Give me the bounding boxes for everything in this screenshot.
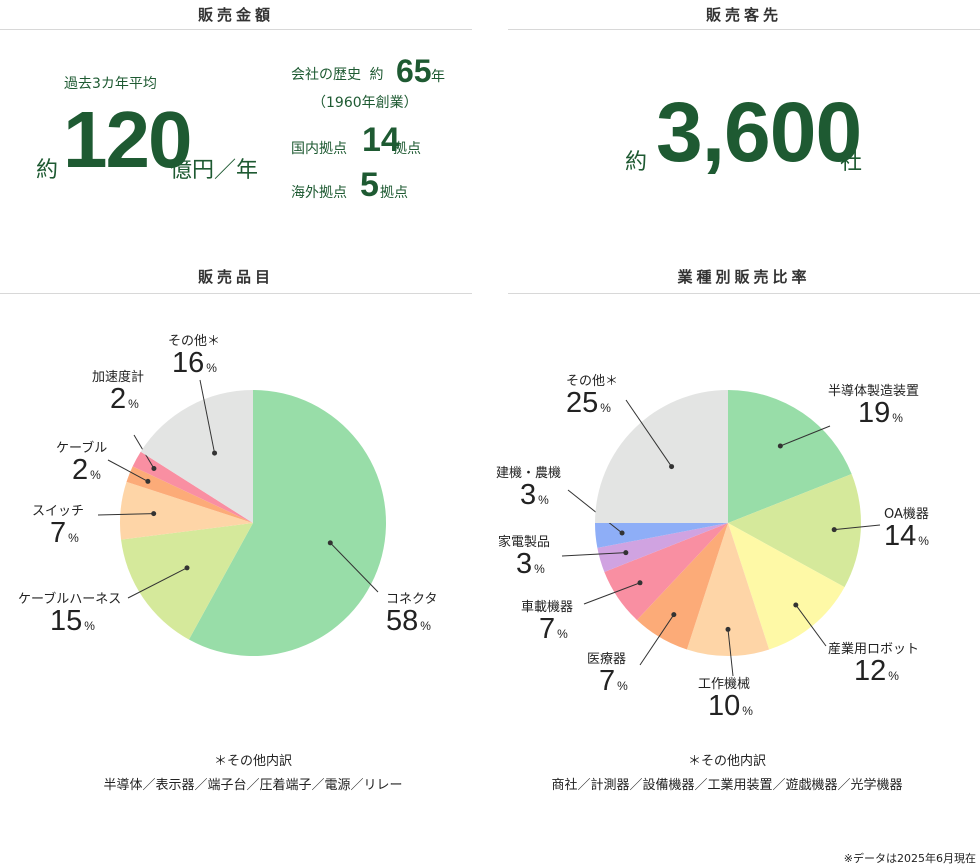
pie1-slice-5 — [140, 390, 253, 523]
products-title-rule — [0, 293, 472, 294]
pie2-dot-4 — [671, 612, 677, 618]
pie1-slice-0 — [188, 390, 386, 656]
pie1-leader-3 — [107, 459, 149, 482]
pie2-dot-7 — [619, 530, 625, 536]
pie2-dot-3 — [725, 626, 731, 632]
pie1-dot-3 — [145, 478, 151, 484]
pie2-dot-0 — [777, 443, 783, 449]
pie1-slice-2 — [119, 481, 253, 540]
pie2-leader-7 — [567, 489, 623, 534]
pie2-dot-1 — [831, 527, 837, 533]
pie2-slice-7 — [595, 523, 728, 548]
customers-prefix: 約 — [625, 150, 648, 175]
pie2-slice-6 — [597, 523, 728, 572]
pie1-label-harness: ケーブルハーネス 15% — [18, 592, 122, 637]
products-note-items: 半導体／表示器／端子台／圧着端子／電源／リレー — [103, 778, 403, 793]
sales-title: 販売金額 — [197, 6, 274, 24]
pie2-slice-1 — [728, 474, 862, 588]
pie2-leader-0 — [780, 425, 831, 447]
sales-prefix: 約 — [36, 158, 59, 183]
pie1-leader-4 — [133, 434, 155, 469]
pie1-dot-4 — [151, 466, 157, 472]
pie2-leader-3 — [727, 629, 734, 677]
pie1-leader-0 — [329, 542, 379, 593]
industries-title-rule — [508, 293, 980, 294]
pie2-label-machine: 工作機械 10% — [698, 677, 753, 722]
pie1-slice-1 — [121, 523, 254, 640]
products-title: 販売品目 — [197, 268, 274, 286]
pie2-label-semicon: 半導体製造装置 19% — [828, 384, 920, 429]
pie1-label-switch: スイッチ 7% — [32, 504, 85, 549]
history-label-text: 会社の歴史 — [291, 67, 361, 83]
pie1-leader-5 — [199, 379, 216, 454]
pie1-leader-1 — [127, 567, 188, 599]
pie2-label-oa: OA機器 14% — [884, 507, 929, 552]
pie2-dot-5 — [637, 580, 643, 586]
industries-note-title: ＊その他内訳 — [687, 754, 766, 769]
pie1-label-accel: 加速度計 2% — [92, 370, 145, 415]
pie2-leader-2 — [795, 604, 827, 647]
pie2-slice-3 — [686, 523, 770, 656]
pie2-leader-8 — [625, 399, 672, 467]
sales-title-rule — [0, 29, 472, 30]
sales-subtitle: 過去3カ年平均 — [64, 76, 157, 92]
footnote: ※データは2025年6月現在 — [843, 852, 976, 865]
pie1-slice-4 — [132, 451, 253, 523]
pie1-leader-2 — [97, 513, 154, 516]
customers-title: 販売客先 — [705, 6, 782, 24]
pie1-label-other: その他＊ 16% — [168, 334, 221, 379]
pie1-dot-0 — [327, 540, 333, 546]
pie2-leader-6 — [561, 552, 626, 557]
domestic-unit: 拠点 — [393, 141, 421, 157]
pie2-dot-8 — [669, 464, 675, 470]
pie2-leader-4 — [639, 614, 675, 666]
pie2-slice-5 — [604, 523, 728, 620]
pie1-label-connector: コネクタ 58% — [386, 592, 438, 637]
domestic-label: 国内拠点 — [291, 141, 347, 157]
pie1-dot-5 — [212, 450, 218, 456]
pie2-label-construction: 建機・農機 3% — [496, 466, 562, 511]
overseas-value: 5 — [360, 166, 379, 204]
pie2-dot-6 — [623, 550, 629, 556]
products-note: ＊その他内訳 半導体／表示器／端子台／圧着端子／電源／リレー — [0, 750, 506, 798]
customers-value: 3,600 — [656, 85, 862, 179]
sales-unit: 億円／年 — [170, 158, 259, 183]
customers-title-rule — [508, 29, 980, 30]
pie1-dot-1 — [184, 565, 190, 571]
pie1-dot-2 — [151, 511, 157, 517]
overseas-unit: 拠点 — [380, 185, 408, 201]
industries-title: 業種別販売比率 — [677, 268, 811, 286]
pie2-slice-2 — [728, 523, 845, 650]
pie2-dot-2 — [793, 602, 799, 608]
pie2-label-medical: 医療器 7% — [587, 652, 628, 697]
industries-note: ＊その他内訳 商社／計測器／設備機器／工業用装置／遊戯機器／光学機器 — [474, 750, 980, 798]
history-unit: 年 — [431, 69, 445, 85]
pie2-label-other: その他＊ 25% — [566, 374, 619, 419]
pie1-slice-3 — [126, 466, 253, 523]
overseas-label: 海外拠点 — [291, 185, 347, 201]
pie2-label-auto: 車載機器 7% — [521, 600, 574, 645]
domestic-value: 14 — [362, 121, 400, 159]
pie1-label-cable: ケーブル 2% — [56, 441, 108, 486]
customers-unit: 社 — [840, 150, 863, 175]
history-value: 65 — [396, 53, 432, 89]
products-note-title: ＊その他内訳 — [213, 754, 292, 769]
sales-value: 120 — [63, 95, 192, 184]
pie2-leader-5 — [583, 582, 641, 605]
history-prefix: 約 — [369, 67, 384, 83]
history-label: 会社の歴史 約 — [291, 64, 383, 84]
industries-note-items: 商社／計測器／設備機器／工業用装置／遊戯機器／光学機器 — [551, 778, 903, 793]
pie2-label-robot: 産業用ロボット 12% — [828, 642, 920, 687]
pie2-slice-4 — [636, 523, 728, 650]
pie2-label-appliance: 家電製品 3% — [498, 535, 551, 580]
pie2-leader-1 — [834, 524, 881, 531]
founded-note: （1960年創業） — [312, 95, 418, 111]
